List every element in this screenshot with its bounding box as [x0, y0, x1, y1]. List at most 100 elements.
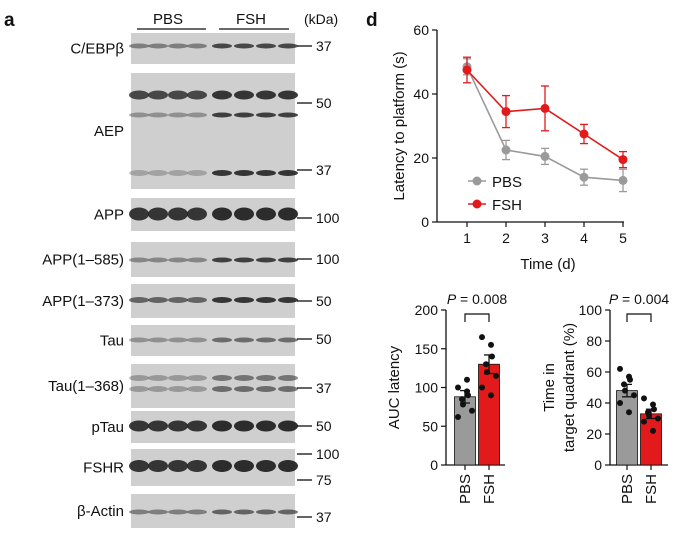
blot-band [168, 375, 188, 381]
blot-band [212, 257, 232, 263]
dot-pbs [622, 387, 628, 394]
blot-band [148, 112, 168, 118]
blot-band [234, 386, 254, 392]
blot-band [212, 297, 232, 303]
blot-band [168, 257, 188, 263]
dot-fsh [488, 392, 494, 399]
blot-band [129, 297, 149, 303]
marker-label: 37 [316, 162, 332, 178]
blot-band [187, 90, 207, 100]
x-tick-label: 4 [580, 230, 588, 246]
dot-pbs [621, 381, 627, 388]
dot-fsh [650, 401, 656, 408]
blot-row-label-tau: Tau [100, 333, 124, 350]
x-tick-label-pbs: PBS [457, 474, 474, 504]
legend-marker-fsh [472, 199, 482, 209]
blot-band [256, 375, 276, 381]
y-axis-label: AUC latency [386, 345, 403, 429]
blot-band [278, 460, 298, 472]
blot-strip-tau-1-368 [131, 364, 295, 408]
y-tick-label: 80 [586, 333, 602, 349]
marker-label: 100 [316, 210, 340, 226]
blot-band [256, 207, 276, 221]
y-tick-label: 60 [413, 22, 429, 38]
blot-band [168, 207, 188, 221]
blot-band [234, 297, 254, 303]
blot-band [187, 257, 207, 263]
blot-band [129, 420, 149, 432]
x-tick-label-pbs: PBS [619, 474, 636, 504]
data-point-fsh [618, 155, 628, 165]
blot-band [212, 375, 232, 381]
dot-pbs [626, 409, 632, 416]
blot-band [129, 257, 149, 263]
data-point-pbs [618, 175, 628, 185]
significance-bracket [626, 313, 652, 322]
dot-pbs [627, 376, 633, 383]
blot-band [168, 90, 188, 100]
marker-label: 50 [316, 95, 332, 111]
blot-band [187, 170, 207, 176]
blot-band [187, 297, 207, 303]
blot-band [129, 43, 149, 49]
legend-marker-pbs [472, 176, 482, 186]
blot-band [278, 257, 298, 263]
marker-label: 75 [316, 472, 332, 488]
data-point-pbs [501, 145, 511, 155]
blot-band [256, 420, 276, 432]
blot-band [278, 375, 298, 381]
blot-band [148, 509, 168, 515]
blot-row-label-aep: AEP [94, 123, 124, 140]
dot-pbs [460, 401, 466, 408]
blot-band [256, 257, 276, 263]
blot-band [129, 207, 149, 221]
blot-row-label-fshr: FSHR [83, 460, 124, 477]
dot-pbs [455, 413, 461, 420]
blot-band [148, 386, 168, 392]
data-point-fsh [579, 129, 589, 139]
blot-band [129, 509, 149, 515]
blot-band [256, 386, 276, 392]
dot-fsh [646, 412, 652, 419]
panel-label-d: d [366, 10, 378, 31]
blot-band [278, 509, 298, 515]
dot-pbs [469, 407, 475, 414]
blot-band [278, 337, 298, 343]
y-tick-label: 20 [413, 150, 429, 166]
blot-row-label-ptau: pTau [91, 419, 124, 436]
blot-rows: C/EBPβ 37 AEP 50 37 APP 100 APP(1–585) 100 APP(1–… [42, 33, 340, 528]
blot-band [234, 257, 254, 263]
western-blot-panel: PBS FSH (kDa) C/EBPβ 37 AEP 50 37 APP 100 APP(1… [42, 11, 340, 528]
blot-row-label-tau-1-368: Tau(1–368) [48, 378, 124, 395]
auc-bar-chart: 0 50 100 150 200 AUC latency PBS FSH P = 0.008 [386, 291, 507, 504]
y-tick-label: 150 [415, 341, 439, 357]
p-value-label: P = 0.004 [609, 291, 670, 307]
data-point-fsh [540, 103, 550, 113]
blot-band [212, 207, 232, 221]
kda-unit: (kDa) [304, 11, 338, 27]
legend-label-fsh: FSH [492, 197, 522, 214]
dot-pbs [617, 400, 623, 406]
blot-band [187, 420, 207, 432]
panel-label-a: a [4, 10, 15, 31]
blot-band [234, 90, 254, 100]
y-tick-label: 40 [413, 86, 429, 102]
blot-band [212, 90, 232, 100]
x-tick-label: 2 [502, 230, 510, 246]
x-tick-label-fsh: FSH [643, 474, 660, 504]
y-tick-label: 60 [586, 364, 602, 380]
blot-band [129, 386, 149, 392]
blot-band [212, 112, 232, 118]
blot-band [168, 170, 188, 176]
data-point-fsh [462, 65, 472, 75]
blot-band [212, 386, 232, 392]
data-point-pbs [540, 151, 550, 161]
blot-band [278, 207, 298, 221]
blot-row-label-c-ebp: C/EBPβ [70, 41, 124, 58]
y-tick-label: 40 [586, 395, 602, 411]
marker-label: 50 [316, 331, 332, 347]
blot-band [212, 509, 232, 515]
blot-band [187, 386, 207, 392]
blot-band [129, 460, 149, 472]
p-value-label: P = 0.008 [447, 291, 508, 307]
